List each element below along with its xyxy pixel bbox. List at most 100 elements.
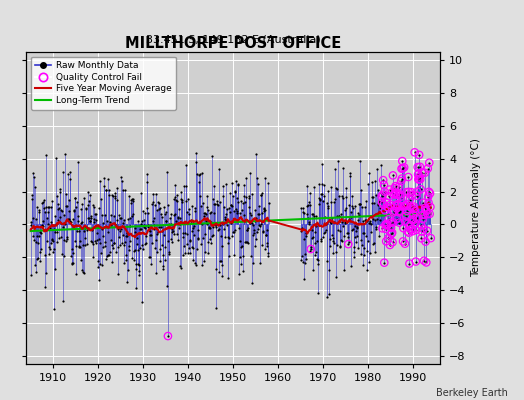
Point bbox=[405, 260, 413, 267]
Point bbox=[342, 185, 350, 191]
Point bbox=[147, 260, 156, 267]
Point bbox=[376, 216, 385, 223]
Point bbox=[400, 203, 408, 209]
Point bbox=[421, 205, 429, 211]
Point bbox=[424, 200, 433, 206]
Point bbox=[373, 216, 381, 222]
Point bbox=[121, 187, 129, 193]
Point bbox=[235, 270, 243, 277]
Point bbox=[255, 211, 263, 217]
Point bbox=[413, 188, 421, 195]
Point bbox=[307, 244, 315, 251]
Point bbox=[264, 250, 272, 256]
Point bbox=[388, 230, 396, 236]
Point bbox=[227, 202, 235, 208]
Point bbox=[162, 283, 171, 290]
Point bbox=[398, 175, 406, 182]
Point bbox=[231, 188, 239, 194]
Point bbox=[29, 233, 38, 239]
Point bbox=[129, 198, 138, 204]
Point bbox=[215, 257, 224, 264]
Point bbox=[100, 183, 108, 189]
Point bbox=[125, 193, 134, 200]
Point bbox=[323, 187, 332, 194]
Point bbox=[28, 192, 36, 199]
Point bbox=[312, 249, 320, 255]
Point bbox=[401, 240, 409, 247]
Point bbox=[402, 213, 410, 219]
Point bbox=[334, 193, 343, 199]
Point bbox=[328, 214, 336, 221]
Point bbox=[422, 207, 430, 214]
Point bbox=[364, 170, 373, 177]
Point bbox=[181, 230, 189, 236]
Point bbox=[410, 206, 419, 212]
Point bbox=[244, 225, 253, 231]
Point bbox=[204, 206, 213, 213]
Point bbox=[101, 212, 109, 218]
Point bbox=[151, 237, 160, 243]
Point bbox=[255, 222, 263, 229]
Point bbox=[348, 193, 356, 200]
Point bbox=[385, 186, 394, 193]
Point bbox=[364, 181, 373, 188]
Point bbox=[90, 216, 99, 222]
Point bbox=[148, 191, 157, 197]
Point bbox=[27, 219, 35, 226]
Point bbox=[114, 271, 122, 277]
Point bbox=[111, 192, 119, 199]
Point bbox=[33, 256, 41, 262]
Point bbox=[62, 202, 71, 209]
Point bbox=[416, 176, 424, 182]
Point bbox=[375, 199, 384, 205]
Point bbox=[153, 207, 161, 213]
Point bbox=[99, 220, 107, 226]
Point bbox=[411, 258, 420, 265]
Point bbox=[364, 238, 372, 245]
Point bbox=[411, 258, 420, 265]
Point bbox=[69, 250, 77, 256]
Point bbox=[224, 274, 232, 281]
Point bbox=[252, 151, 260, 158]
Point bbox=[117, 240, 126, 246]
Point bbox=[401, 240, 409, 247]
Point bbox=[218, 273, 226, 279]
Point bbox=[216, 199, 225, 206]
Point bbox=[402, 189, 411, 196]
Point bbox=[219, 192, 227, 199]
Point bbox=[382, 238, 390, 244]
Point bbox=[408, 226, 416, 232]
Point bbox=[182, 231, 191, 238]
Point bbox=[343, 230, 352, 236]
Point bbox=[60, 253, 69, 260]
Point bbox=[161, 257, 169, 263]
Point bbox=[47, 240, 55, 247]
Point bbox=[77, 206, 85, 212]
Point bbox=[195, 171, 204, 178]
Point bbox=[231, 227, 239, 234]
Point bbox=[189, 245, 197, 252]
Y-axis label: Temperature Anomaly (°C): Temperature Anomaly (°C) bbox=[471, 138, 481, 278]
Point bbox=[149, 218, 158, 224]
Point bbox=[246, 210, 254, 216]
Point bbox=[219, 221, 227, 228]
Point bbox=[240, 192, 248, 199]
Point bbox=[381, 222, 390, 228]
Point bbox=[313, 257, 322, 264]
Point bbox=[226, 219, 235, 226]
Point bbox=[416, 164, 424, 170]
Point bbox=[156, 205, 164, 212]
Point bbox=[297, 205, 305, 212]
Point bbox=[243, 227, 251, 233]
Point bbox=[368, 179, 376, 186]
Point bbox=[128, 212, 136, 219]
Point bbox=[106, 237, 115, 243]
Point bbox=[88, 227, 96, 234]
Point bbox=[113, 197, 121, 203]
Point bbox=[53, 216, 62, 223]
Point bbox=[397, 178, 406, 184]
Point bbox=[45, 250, 53, 257]
Point bbox=[392, 205, 401, 212]
Point bbox=[88, 238, 96, 245]
Point bbox=[242, 175, 250, 182]
